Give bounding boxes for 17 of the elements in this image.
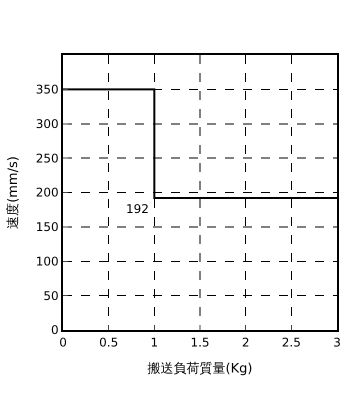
annotation: 192	[126, 202, 149, 216]
x-axis-title: 搬送負荷質量(Kg)	[148, 362, 252, 376]
y-tick-label: 250	[36, 151, 59, 166]
x-tick-label: 3	[333, 335, 341, 350]
x-tick-label: 1.5	[190, 335, 210, 350]
y-tick-label: 0	[50, 323, 59, 338]
x-tick-label: 2.5	[282, 335, 301, 350]
y-tick-label: 200	[36, 186, 59, 200]
y-tick-label: 300	[36, 116, 59, 131]
x-tick-label: 2	[242, 335, 250, 350]
x-tick-label: 0.5	[99, 335, 118, 350]
y-tick-label: 100	[36, 254, 59, 268]
y-tick-label: 350	[36, 82, 59, 97]
y-tick-label: 150	[36, 220, 59, 234]
y-tick-label: 50	[43, 288, 59, 303]
y-axis-title: 速度(mm/s)	[5, 156, 22, 229]
x-tick-label: 1	[150, 335, 158, 350]
